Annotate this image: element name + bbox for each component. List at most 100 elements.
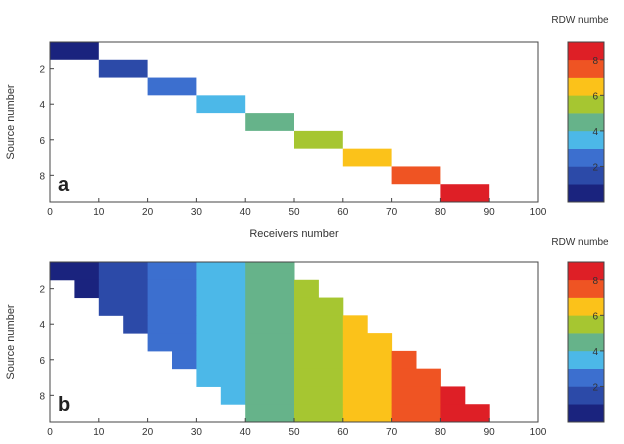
b-cell-s8-r30 [220, 386, 246, 405]
a-cell-source-2 [98, 59, 148, 78]
b-cell-s2-r30 [196, 279, 246, 299]
b-colorbar-segment-2 [568, 368, 604, 387]
b-x-tick-label: 80 [435, 427, 447, 438]
a-cell-source-4 [196, 95, 246, 114]
b-cell-s1-r10 [98, 262, 149, 281]
panel-b-colorbar-ticks: 2 4 6 8 [592, 276, 604, 393]
a-colorbar-segment-0 [568, 184, 604, 203]
panel-b: 0 10 20 30 40 50 60 70 80 90 100 2 4 6 8 Source numbe… [5, 237, 609, 438]
b-cell-s4-r60 [342, 315, 368, 334]
panel-a-y-ticks: 2 4 6 8 [39, 65, 54, 182]
b-cell-s6-r50 [294, 350, 344, 370]
b-colorbar-segment-0 [568, 404, 604, 423]
b-cell-s7-r30 [196, 368, 246, 387]
b-cell-s1-r0 [50, 262, 100, 281]
b-cell-s3-r50 [294, 297, 344, 316]
panel-a-label: a [58, 174, 70, 196]
b-x-tick-label: 40 [240, 427, 252, 438]
b-cell-s9-r50 [294, 404, 344, 423]
a-colorbar-segment-8 [568, 42, 604, 61]
a-cell-source-8 [391, 166, 441, 185]
panel-b-colorbar: 2 4 6 8 RDW numbe [551, 237, 609, 423]
b-x-tick-label: 20 [142, 427, 154, 438]
a-cell-source-9 [440, 184, 490, 202]
b-cell-s5-r30 [196, 333, 246, 352]
a-colorbar-segment-5 [568, 95, 604, 114]
b-cell-s4-r10 [123, 315, 149, 334]
a-x-tick-label: 80 [435, 207, 447, 218]
a-cell-source-1 [50, 42, 99, 60]
b-cell-s8-r70 [391, 386, 441, 405]
b-colorbar-segment-6 [568, 297, 604, 316]
b-colorbar-tick-label: 4 [592, 347, 598, 358]
a-x-tick-label: 90 [484, 207, 496, 218]
b-cell-s9-r80 [440, 404, 490, 423]
panel-b-colorbar-frame [567, 261, 605, 423]
b-cell-s7-r40 [245, 368, 295, 387]
b-cell-s4-r20 [147, 315, 197, 334]
b-cell-s3-r40 [245, 297, 295, 316]
b-cell-s4-r50 [294, 315, 344, 334]
a-cell-source-3 [147, 77, 197, 96]
a-colorbar-segment-4 [568, 113, 604, 132]
a-y-tick-label: 6 [39, 136, 45, 147]
a-colorbar-tick-label: 6 [592, 91, 598, 102]
a-y-tick-label: 2 [39, 65, 45, 76]
a-x-tick-label: 0 [47, 207, 53, 218]
b-y-tick-label: 8 [39, 391, 45, 402]
b-x-tick-label: 90 [484, 427, 496, 438]
a-cell-source-7 [342, 148, 392, 167]
a-x-tick-label: 60 [337, 207, 349, 218]
a-x-tick-label: 70 [386, 207, 398, 218]
panel-b-colorbar-title: RDW numbe [551, 237, 609, 248]
panel-a: 0 10 20 30 40 50 60 70 80 90 100 2 4 6 8 Receivers nu… [5, 15, 609, 240]
b-y-tick-label: 2 [39, 285, 45, 296]
b-cell-s2-r50 [294, 279, 319, 299]
panel-a-x-ticks: 0 10 20 30 40 50 60 70 80 90 100 [47, 198, 547, 218]
a-cell-source-6 [294, 130, 343, 149]
b-cell-s5-r50 [294, 333, 344, 352]
a-x-tick-label: 40 [240, 207, 252, 218]
a-x-tick-label: 20 [142, 207, 154, 218]
panel-b-x-ticks: 0 10 20 30 40 50 60 70 80 90 100 [47, 418, 547, 438]
a-y-tick-label: 4 [39, 100, 45, 111]
b-colorbar-tick-label: 6 [592, 311, 598, 322]
b-x-tick-label: 10 [93, 427, 105, 438]
b-x-tick-label: 70 [386, 427, 398, 438]
panel-a-y-axis-label: Source number [5, 84, 17, 160]
panel-a-colorbar-title: RDW numbe [551, 15, 609, 26]
a-colorbar-tick-label: 2 [592, 162, 598, 173]
a-colorbar-tick-label: 4 [592, 127, 598, 138]
panel-a-cells [50, 42, 490, 202]
b-cell-s1-r30 [196, 262, 246, 281]
b-cell-s2-r20 [147, 279, 197, 299]
a-x-tick-label: 50 [288, 207, 300, 218]
b-cell-s3-r10 [98, 297, 149, 316]
a-colorbar-tick-label: 8 [592, 56, 598, 67]
b-cell-s4-r30 [196, 315, 246, 334]
panel-b-y-ticks: 2 4 6 8 [39, 285, 54, 402]
b-colorbar-tick-label: 8 [592, 276, 598, 287]
b-cell-s7-r60 [342, 368, 393, 387]
b-cell-s9-r60 [342, 404, 393, 423]
b-cell-s3-r20 [147, 297, 197, 316]
panel-b-label: b [58, 394, 70, 416]
b-cell-s7-r70 [391, 368, 441, 387]
b-cell-s9-r70 [391, 404, 441, 423]
a-colorbar-segment-6 [568, 77, 604, 96]
b-cell-s2-r0 [74, 279, 100, 299]
b-x-tick-label: 50 [288, 427, 300, 438]
b-cell-s1-r20 [147, 262, 197, 281]
b-cell-s8-r40 [245, 386, 295, 405]
a-colorbar-segment-7 [568, 59, 604, 78]
b-cell-s6-r30 [196, 350, 246, 370]
b-x-tick-label: 60 [337, 427, 349, 438]
panel-a-colorbar-frame [567, 41, 605, 203]
b-colorbar-segment-4 [568, 333, 604, 352]
b-cell-s4-r40 [245, 315, 295, 334]
a-x-tick-label: 100 [530, 207, 547, 218]
panel-a-colorbar: 2 4 6 8 RDW numbe [551, 15, 609, 203]
b-colorbar-segment-1 [568, 386, 604, 405]
b-x-tick-label: 30 [191, 427, 203, 438]
